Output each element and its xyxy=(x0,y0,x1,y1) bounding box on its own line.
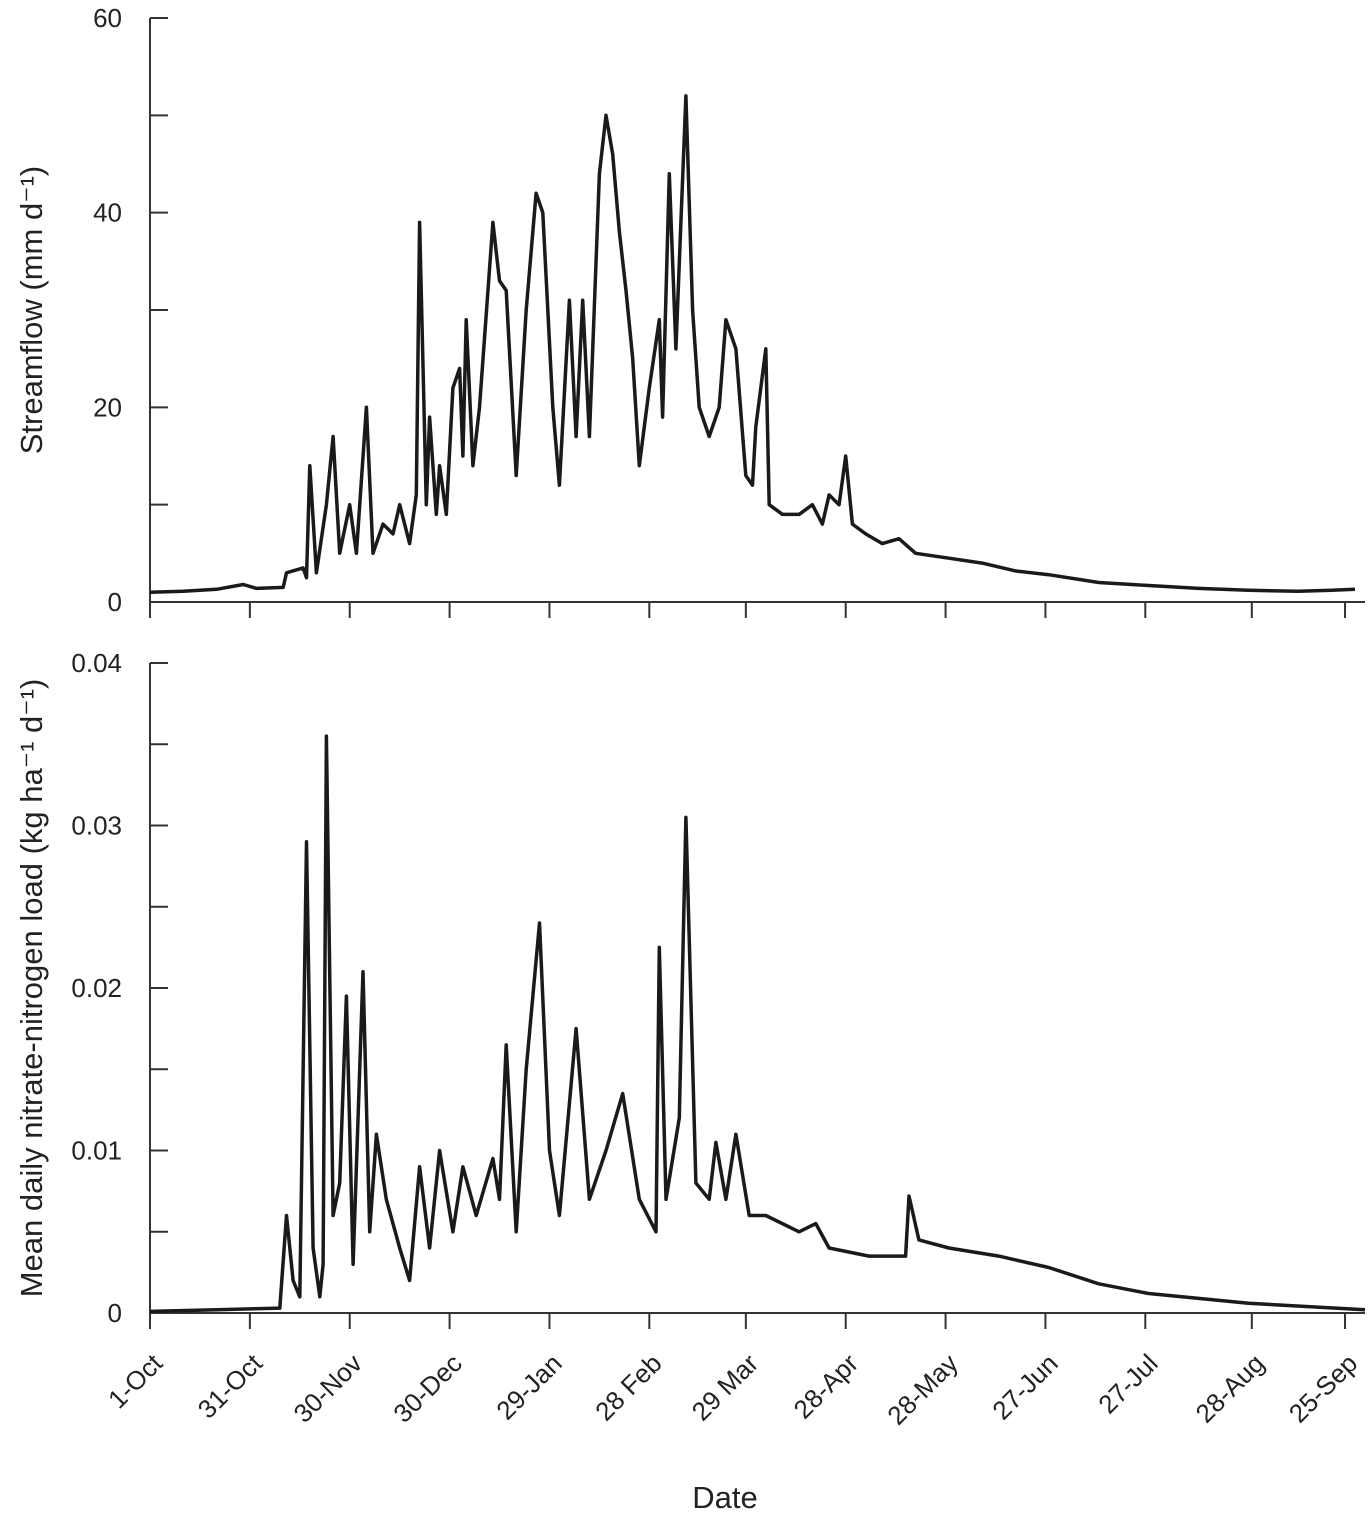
x-tick-label: 28-Aug xyxy=(1190,1348,1270,1428)
x-tick-label: 30-Dec xyxy=(387,1348,467,1428)
x-tick-label: 28-May xyxy=(881,1348,964,1431)
x-tick-label: 1-Oct xyxy=(102,1347,169,1414)
x-tick-label: 31-Oct xyxy=(192,1347,269,1424)
x-tick-label: 25-Sep xyxy=(1283,1348,1363,1428)
x-tick-label: 27-Jun xyxy=(986,1348,1063,1425)
y-tick-label: 40 xyxy=(93,198,122,228)
data-line xyxy=(149,734,1366,1314)
y-tick-label: 0.04 xyxy=(71,648,122,678)
y-tick-label: 0.02 xyxy=(71,973,122,1003)
y-axis-label: Streamflow (mm d⁻¹) xyxy=(14,166,49,455)
y-tick-label: 60 xyxy=(93,3,122,33)
y-tick-label: 0.01 xyxy=(71,1136,122,1166)
x-tick-label: 27-Jul xyxy=(1092,1348,1163,1419)
y-tick-label: 20 xyxy=(93,392,122,422)
x-tick-label: 28 Feb xyxy=(589,1348,667,1426)
x-tick-label: 29 Mar xyxy=(686,1348,765,1427)
x-tick-label: 28-Apr xyxy=(788,1348,865,1425)
y-tick-label: 0 xyxy=(108,1298,122,1328)
x-tick-label: 29-Jan xyxy=(490,1348,567,1425)
x-tick-label: 30-Nov xyxy=(287,1348,367,1428)
y-axis-label: Mean daily nitrate-nitrogen load (kg ha⁻… xyxy=(14,679,49,1298)
y-tick-label: 0.03 xyxy=(71,811,122,841)
x-axis-label: Date xyxy=(692,1480,757,1513)
y-tick-label: 0 xyxy=(108,587,122,617)
data-line xyxy=(149,94,1356,595)
